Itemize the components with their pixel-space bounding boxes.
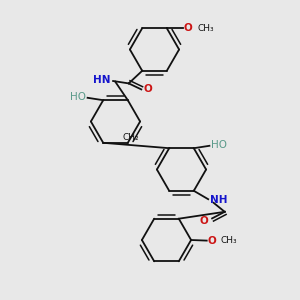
Text: O: O [207,236,216,246]
Text: O: O [184,23,193,33]
Text: NH: NH [210,195,227,205]
Text: HO: HO [211,140,227,150]
Text: O: O [200,216,208,226]
Text: CH₃: CH₃ [197,24,214,33]
Text: HO: HO [70,92,86,102]
Text: CH₃: CH₃ [220,236,237,245]
Text: O: O [143,84,152,94]
Text: CH₂: CH₂ [122,133,139,142]
Text: HN: HN [94,75,111,85]
